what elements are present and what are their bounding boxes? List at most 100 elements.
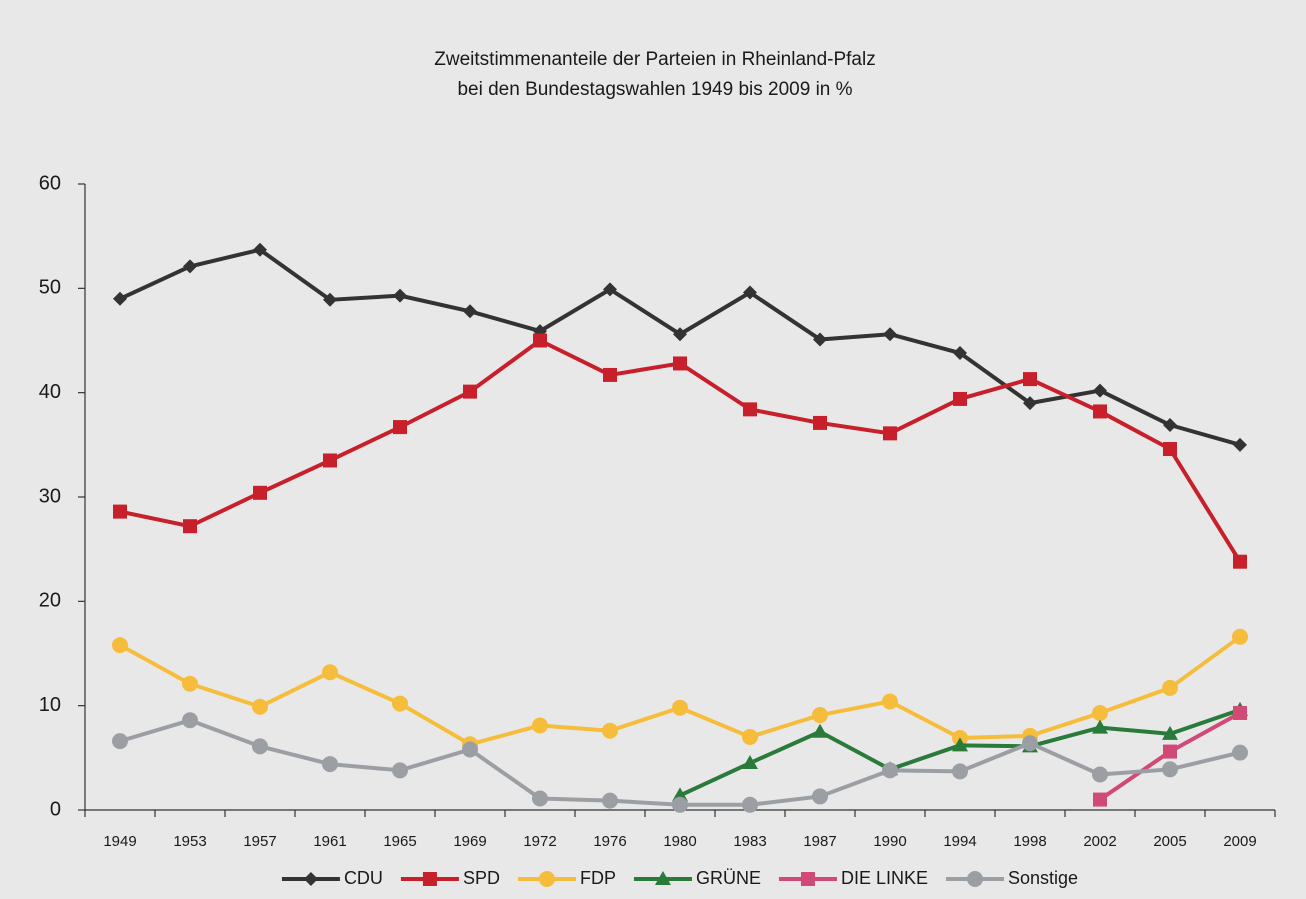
marker <box>1022 735 1038 752</box>
marker <box>252 698 268 715</box>
x-tick-label: 1990 <box>873 833 906 850</box>
marker <box>323 292 337 307</box>
legend-label: Sonstige <box>1008 868 1078 888</box>
marker <box>182 675 198 692</box>
x-tick-label: 1969 <box>453 833 486 850</box>
marker <box>1232 628 1248 645</box>
marker <box>113 291 127 306</box>
marker <box>813 332 827 347</box>
x-tick-label: 2002 <box>1083 833 1116 850</box>
x-tick-label: 2009 <box>1223 833 1256 850</box>
marker <box>393 288 407 303</box>
marker <box>322 664 338 681</box>
chart-title: bei den Bundestagswahlen 1949 bis 2009 i… <box>457 79 852 100</box>
marker <box>742 755 758 770</box>
marker <box>673 327 687 342</box>
legend-label: SPD <box>463 868 500 888</box>
marker <box>532 717 548 734</box>
marker <box>812 707 828 724</box>
legend-marker <box>967 871 983 887</box>
marker <box>462 741 478 758</box>
marker <box>883 426 897 441</box>
marker <box>1233 554 1247 569</box>
marker <box>393 420 407 435</box>
legend-label: DIE LINKE <box>841 868 928 888</box>
marker <box>1093 404 1107 419</box>
marker <box>322 756 338 773</box>
legend-marker <box>654 871 671 885</box>
marker <box>392 762 408 779</box>
x-tick-label: 1965 <box>383 833 416 850</box>
marker <box>1163 744 1177 759</box>
marker <box>1092 719 1108 734</box>
x-tick-label: 1987 <box>803 833 836 850</box>
marker <box>672 796 688 813</box>
marker <box>1163 442 1177 457</box>
marker <box>602 792 618 809</box>
marker <box>533 333 547 348</box>
legend-marker <box>303 872 318 886</box>
marker <box>183 259 197 274</box>
marker <box>1093 792 1107 807</box>
marker <box>113 504 127 519</box>
x-tick-label: 1976 <box>593 833 626 850</box>
marker <box>532 790 548 807</box>
marker <box>812 788 828 805</box>
marker <box>743 402 757 417</box>
marker <box>882 693 898 710</box>
marker <box>603 367 617 382</box>
marker <box>182 712 198 729</box>
y-tick-label: 30 <box>39 485 61 507</box>
marker <box>1233 437 1247 452</box>
marker <box>1023 372 1037 387</box>
legend-label: CDU <box>344 868 383 888</box>
marker <box>112 637 128 654</box>
y-tick-label: 40 <box>39 381 61 403</box>
marker <box>742 796 758 813</box>
marker <box>602 722 618 739</box>
x-tick-label: 1972 <box>523 833 556 850</box>
marker <box>812 723 828 738</box>
marker <box>883 327 897 342</box>
marker <box>952 737 968 752</box>
marker <box>252 738 268 755</box>
marker <box>672 699 688 716</box>
marker <box>1092 766 1108 783</box>
marker <box>112 733 128 750</box>
legend-label: GRÜNE <box>696 868 761 888</box>
marker <box>1023 396 1037 411</box>
marker <box>882 762 898 779</box>
legend-label: FDP <box>580 868 616 888</box>
marker <box>953 391 967 406</box>
marker <box>1162 761 1178 778</box>
marker <box>1093 383 1107 398</box>
marker <box>813 415 827 430</box>
marker <box>1232 744 1248 761</box>
y-tick-label: 0 <box>50 798 61 820</box>
x-tick-label: 1998 <box>1013 833 1046 850</box>
marker <box>1233 705 1247 720</box>
marker <box>463 304 477 319</box>
chart-title: Zweitstimmenanteile der Parteien in Rhei… <box>434 49 875 70</box>
marker <box>183 519 197 534</box>
legend-marker <box>538 871 555 887</box>
y-tick-label: 50 <box>39 277 61 299</box>
marker <box>603 282 617 297</box>
marker <box>673 356 687 371</box>
marker <box>1162 679 1178 696</box>
x-tick-label: 1953 <box>173 833 206 850</box>
x-tick-label: 1949 <box>103 833 136 850</box>
marker <box>323 453 337 468</box>
marker <box>742 728 758 745</box>
y-tick-label: 10 <box>39 694 61 716</box>
x-tick-label: 2005 <box>1153 833 1186 850</box>
marker <box>952 763 968 780</box>
x-tick-label: 1980 <box>663 833 696 850</box>
marker <box>953 346 967 361</box>
marker <box>253 242 267 257</box>
marker <box>392 695 408 712</box>
legend-marker <box>800 872 815 886</box>
